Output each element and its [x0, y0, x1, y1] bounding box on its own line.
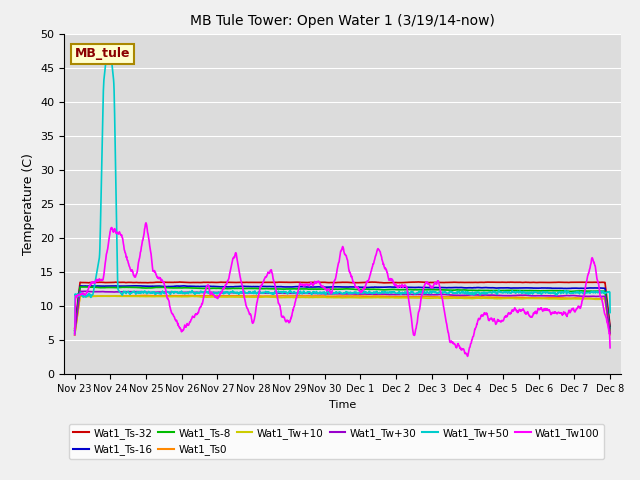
X-axis label: Time: Time — [329, 400, 356, 409]
Y-axis label: Temperature (C): Temperature (C) — [22, 153, 35, 255]
Text: MB_tule: MB_tule — [75, 48, 131, 60]
Legend: Wat1_Ts-32, Wat1_Ts-16, Wat1_Ts-8, Wat1_Ts0, Wat1_Tw+10, Wat1_Tw+30, Wat1_Tw+50,: Wat1_Ts-32, Wat1_Ts-16, Wat1_Ts-8, Wat1_… — [69, 424, 604, 459]
Title: MB Tule Tower: Open Water 1 (3/19/14-now): MB Tule Tower: Open Water 1 (3/19/14-now… — [190, 14, 495, 28]
